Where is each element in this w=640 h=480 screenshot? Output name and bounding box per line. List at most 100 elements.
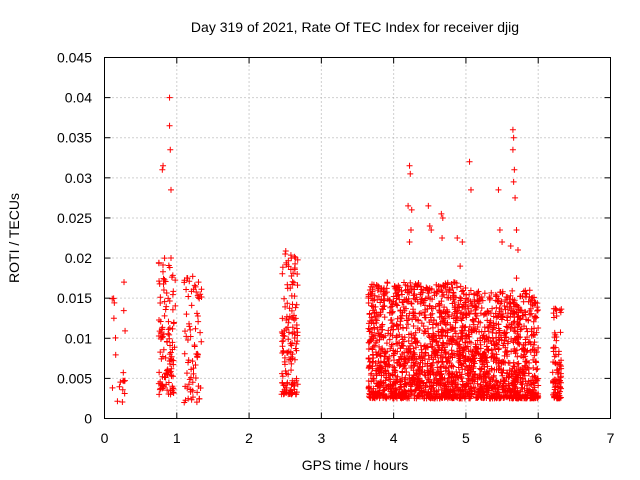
data-point [414,382,421,389]
data-point [167,342,174,349]
data-point [535,344,542,351]
data-point [385,376,392,383]
data-point [291,356,298,363]
data-point [427,340,434,347]
data-point [386,353,393,360]
data-point [481,324,488,331]
data-point [159,373,166,380]
data-point [558,373,565,380]
data-point [517,326,524,333]
data-point [168,186,175,193]
data-point [503,374,510,381]
data-point [505,338,512,345]
y-tick-label: 0.025 [57,210,92,226]
data-point [381,350,388,357]
data-point [533,348,540,355]
data-point [190,365,197,372]
data-point [558,385,565,392]
data-point [452,303,459,310]
data-point [157,349,164,356]
data-point [486,294,493,301]
data-point [374,326,381,333]
data-point [451,292,458,299]
data-point [425,202,432,209]
data-point [500,340,507,347]
data-point [458,327,465,334]
data-point [415,393,422,400]
data-point [394,302,401,309]
data-point [460,287,467,294]
data-point [436,302,443,309]
y-tick-label: 0.04 [65,90,92,106]
data-point [470,374,477,381]
data-point [519,369,526,376]
data-point [281,333,288,340]
data-point [499,386,506,393]
data-point [194,292,201,299]
x-tick-label: 6 [534,430,542,446]
data-point [520,342,527,349]
data-point [279,315,286,322]
data-point [461,346,468,353]
data-point [517,334,524,341]
data-point [431,292,438,299]
data-point [447,387,454,394]
data-point [445,289,452,296]
data-point [405,393,412,400]
data-point [523,316,530,323]
data-point [502,344,509,351]
data-point [472,310,479,317]
data-point [393,322,400,329]
data-point [112,351,119,358]
data-point [183,286,190,293]
data-point [435,387,442,394]
data-point [397,379,404,386]
data-point [387,309,394,316]
data-point [425,370,432,377]
data-point [531,299,538,306]
data-point [476,373,483,380]
data-point [287,340,294,347]
data-point [294,381,301,388]
data-point [483,382,490,389]
data-point [413,356,420,363]
data-point [415,317,422,324]
data-point [386,362,393,369]
data-point [491,354,498,361]
data-point [109,295,116,302]
data-point [493,314,500,321]
data-point [466,310,473,317]
data-point [159,262,166,269]
data-point [504,303,511,310]
data-point [424,367,431,374]
data-point [183,311,190,318]
data-point [369,317,376,324]
data-point [468,307,475,314]
data-point [396,363,403,370]
data-point [281,295,288,302]
y-tick-label: 0.015 [57,290,92,306]
data-point [284,300,291,307]
data-point [442,315,449,322]
data-point [399,368,406,375]
data-point [410,323,417,330]
data-point [510,377,517,384]
plot-frame [104,57,611,419]
data-point [408,353,415,360]
data-point [377,353,384,360]
y-tick-label: 0 [84,411,92,427]
data-point [480,311,487,318]
data-point [281,386,288,393]
data-point [370,394,377,401]
data-point [534,365,541,372]
data-point [164,367,171,374]
data-point [515,319,522,326]
data-point [415,279,422,286]
data-point [479,297,486,304]
data-point [514,353,521,360]
data-point [501,303,508,310]
data-point [470,357,477,364]
data-point [452,330,459,337]
data-point [461,324,468,331]
data-point [482,354,489,361]
